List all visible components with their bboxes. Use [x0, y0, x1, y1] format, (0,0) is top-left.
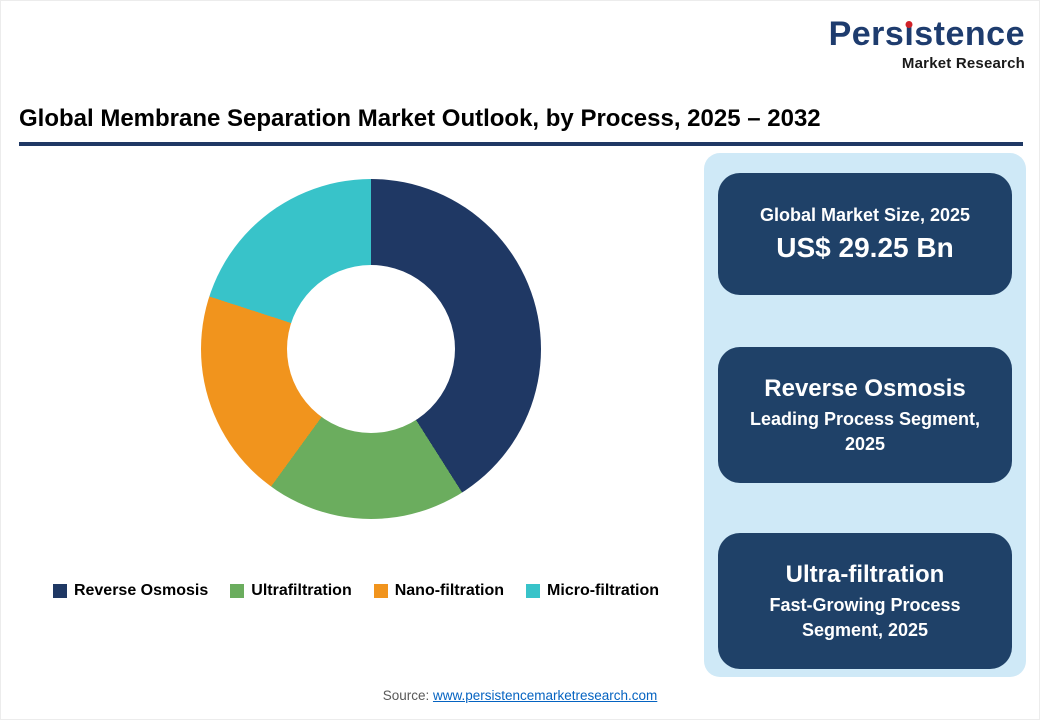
info-panel: Global Market Size, 2025 US$ 29.25 Bn Re… [704, 153, 1026, 677]
info-card-fast-growing-segment: Ultra-filtration Fast-Growing Process Se… [718, 533, 1012, 669]
legend-item-micro-filtration: Micro-filtration [526, 582, 659, 600]
card-subtitle: Fast-Growing Process Segment, 2025 [769, 595, 961, 640]
card-value: US$ 29.25 Bn [776, 232, 954, 264]
card-label: Global Market Size, 2025 [759, 204, 971, 225]
donut-hole [287, 265, 455, 433]
card-title: Ultra-filtration [785, 561, 945, 589]
legend-label: Reverse Osmosis [73, 582, 209, 599]
legend-label: Micro-filtration [547, 582, 660, 599]
legend-swatch [230, 584, 245, 598]
donut-chart [201, 179, 541, 519]
source-line: Source: www.persistencemarketresearch.co… [1, 688, 1039, 703]
legend-label: Ultrafiltration [251, 582, 352, 599]
source-link[interactable]: www.persistencemarketresearch.com [432, 688, 658, 703]
page-title: Global Membrane Separation Market Outloo… [19, 105, 821, 132]
card-title: Reverse Osmosis [764, 375, 966, 403]
logo-red-dot [905, 21, 913, 28]
info-card-leading-segment: Reverse Osmosis Leading Process Segment,… [718, 347, 1012, 483]
logo: Persı stence Market Research [828, 15, 1025, 72]
card-subtitle: Leading Process Segment, 2025 [749, 409, 981, 454]
legend-swatch [52, 584, 67, 598]
title-underline: Global Membrane Separation Market Outloo… [19, 105, 1023, 146]
chart-legend: Reverse Osmosis Ultrafiltration Nano-filtr… [11, 582, 701, 600]
legend-swatch [373, 584, 388, 598]
legend-item-reverse-osmosis: Reverse Osmosis [52, 582, 209, 600]
logo-brand: Persı stence [828, 15, 1025, 53]
info-card-market-size: Global Market Size, 2025 US$ 29.25 Bn [718, 173, 1012, 295]
logo-subtitle: Market Research [901, 54, 1025, 72]
legend-item-nano-filtration: Nano-filtration [373, 582, 505, 600]
legend-item-ultrafiltration: Ultrafiltration [230, 582, 352, 600]
legend-label: Nano-filtration [394, 582, 505, 599]
legend-swatch [526, 584, 541, 598]
source-prefix: Source: [382, 688, 433, 703]
